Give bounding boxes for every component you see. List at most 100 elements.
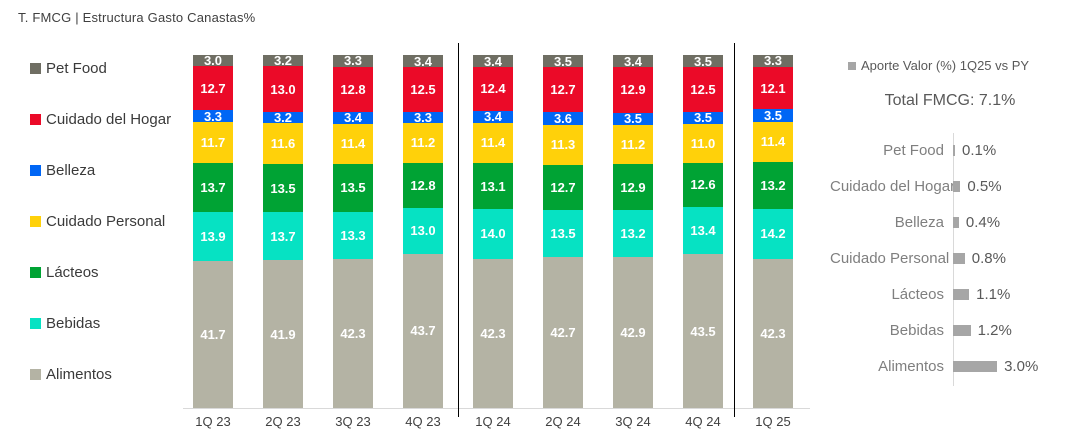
legend-item-pet-food: Pet Food — [30, 60, 195, 77]
x-axis-labels: 1Q 23 2Q 23 3Q 23 4Q 23 1Q 24 2Q 24 3Q 24 4Q 24… — [193, 414, 803, 432]
aporte-bar — [953, 360, 998, 372]
segment-value: 3.3 — [763, 53, 783, 69]
segment-value: 11.0 — [690, 135, 716, 151]
segment-belleza: 3.5 — [683, 111, 723, 124]
segment-value: 13.5 — [550, 225, 576, 241]
aporte-legend: Aporte Valor (%) 1Q25 vs PY — [848, 58, 1029, 73]
segment-cuidado-personal: 11.4 — [473, 122, 513, 164]
segment-pet-food: 3.4 — [403, 53, 443, 69]
segment-bebidas: 13.5 — [543, 209, 583, 258]
segment-value: 41.9 — [270, 326, 296, 342]
aporte-category-label: Pet Food — [883, 141, 944, 159]
segment-cuidado-personal: 11.2 — [613, 124, 653, 165]
total-fmcg-label: Total FMCG: 7.1% — [884, 92, 1016, 109]
segment-value: 12.6 — [690, 177, 716, 193]
legend-label: Pet Food — [46, 60, 107, 77]
x-label-1q-23: 1Q 23 — [195, 414, 231, 429]
segment-value: 43.5 — [690, 323, 716, 339]
segment-value: 13.7 — [200, 180, 226, 196]
segment-pet-food: 3.3 — [333, 54, 373, 67]
aporte-value: 1.2% — [977, 321, 1012, 339]
aporte-row-belleza: Belleza 0.4% — [830, 204, 1086, 240]
segment-belleza: 3.6 — [543, 112, 583, 125]
segment-cuidado-personal: 11.2 — [403, 123, 443, 163]
segment-value: 11.2 — [410, 135, 436, 151]
segment-alimentos: 42.3 — [333, 258, 373, 408]
segment-belleza: 3.2 — [263, 110, 303, 126]
segment-value: 13.5 — [340, 180, 366, 196]
segment-value: 13.0 — [410, 223, 436, 239]
aporte-value: 3.0% — [1004, 357, 1039, 375]
legend-swatch-cuidado-del-hogar — [30, 114, 41, 125]
legend-item-bebidas: Bebidas — [30, 315, 195, 332]
legend-swatch-pet-food — [30, 63, 41, 74]
segment-value: 42.7 — [550, 325, 576, 341]
segment-pet-food: 3.4 — [473, 55, 513, 68]
segment-value: 3.5 — [763, 108, 783, 124]
bar-1q-23: 41.7 13.9 13.7 11.7 3.3 12.7 3.0 — [193, 54, 233, 408]
segment-value: 13.2 — [760, 177, 786, 193]
aporte-row-cuidado-del-hogar: Cuidado del Hogar 0.5% — [830, 168, 1086, 204]
x-label-2q-23: 2Q 23 — [265, 414, 301, 429]
aporte-category-label: Cuidado del Hogar — [830, 177, 956, 195]
segment-cuidado-personal: 11.6 — [263, 123, 303, 165]
segment-bebidas: 14.2 — [753, 208, 793, 259]
bar-1q-24: 42.3 14.0 13.1 11.4 3.4 12.4 3.4 — [473, 55, 513, 408]
year-divider-2024-2025 — [734, 43, 735, 417]
segment-cuidado-personal: 11.7 — [193, 122, 233, 164]
aporte-bar-chart: Pet Food 0.1% Cuidado del Hogar 0.5% Belleza… — [830, 132, 1086, 384]
segment-cuidado-del-hogar: 13.0 — [263, 66, 303, 113]
aporte-value: 0.1% — [962, 141, 997, 159]
segment-cuidado-del-hogar: 12.1 — [753, 66, 793, 110]
segment-value: 12.9 — [620, 179, 646, 195]
segment-value: 13.5 — [270, 180, 296, 196]
segment-bebidas: 13.2 — [613, 209, 653, 257]
aporte-bar — [953, 216, 959, 228]
segment-cuidado-del-hogar: 12.7 — [193, 65, 233, 111]
stacked-bar-chart: 41.7 13.9 13.7 11.7 3.3 12.7 3.0 41.9 13.7 13.5 11… — [193, 53, 803, 408]
x-label-4q-23: 4Q 23 — [405, 414, 441, 429]
segment-cuidado-del-hogar: 12.4 — [473, 67, 513, 111]
bar-3q-24: 42.9 13.2 12.9 11.2 3.5 12.9 3.4 — [613, 55, 653, 408]
segment-value: 13.9 — [200, 228, 226, 244]
segment-value: 3.2 — [273, 53, 293, 69]
segment-value: 14.0 — [480, 226, 506, 242]
bar-2q-23: 41.9 13.7 13.5 11.6 3.2 13.0 3.2 — [263, 53, 303, 408]
segment-alimentos: 42.3 — [473, 258, 513, 408]
segment-value: 12.1 — [760, 80, 786, 96]
aporte-bar — [953, 288, 970, 300]
segment-value: 3.4 — [413, 53, 433, 69]
x-label-3q-23: 3Q 23 — [335, 414, 371, 429]
segment-value: 3.3 — [413, 109, 433, 125]
x-label-1q-25: 1Q 25 — [755, 414, 791, 429]
bar-4q-23: 43.7 13.0 12.8 11.2 3.3 12.5 3.4 — [403, 55, 443, 408]
segment-belleza: 3.3 — [403, 109, 443, 125]
x-label-4q-24: 4Q 24 — [685, 414, 721, 429]
x-label-2q-24: 2Q 24 — [545, 414, 581, 429]
aporte-row-pet-food: Pet Food 0.1% — [830, 132, 1086, 168]
segment-value: 3.5 — [553, 53, 573, 69]
legend-swatch-bebidas — [30, 318, 41, 329]
segment-value: 43.7 — [410, 323, 436, 339]
aporte-category-label: Alimentos — [878, 357, 944, 375]
x-axis-line — [183, 408, 810, 409]
segment-value: 13.3 — [340, 227, 366, 243]
x-label-1q-24: 1Q 24 — [475, 414, 511, 429]
legend-label: Bebidas — [46, 315, 101, 332]
aporte-value: 0.5% — [967, 177, 1002, 195]
bar-1q-25: 42.3 14.2 13.2 11.4 3.5 12.1 3.3 — [753, 53, 793, 408]
chart-title: T. FMCG | Estructura Gasto Canastas% — [18, 10, 256, 25]
segment-lacteos: 13.5 — [333, 164, 373, 212]
segment-value: 12.5 — [410, 81, 436, 97]
segment-value: 3.2 — [273, 110, 293, 126]
segment-cuidado-personal: 11.3 — [543, 124, 583, 165]
aporte-bar — [953, 324, 971, 336]
aporte-category-label: Bebidas — [889, 321, 944, 339]
aporte-category-label: Cuidado Personal — [830, 249, 950, 267]
segment-value: 12.8 — [410, 177, 436, 193]
segment-value: 3.3 — [203, 108, 223, 124]
segment-value: 12.7 — [200, 80, 226, 96]
bar-4q-24: 43.5 13.4 12.6 11.0 3.5 12.5 3.5 — [683, 55, 723, 408]
category-legend: Pet Food Cuidado del Hogar Belleza Cuidado … — [30, 60, 195, 383]
legend-swatch-lacteos — [30, 267, 41, 278]
